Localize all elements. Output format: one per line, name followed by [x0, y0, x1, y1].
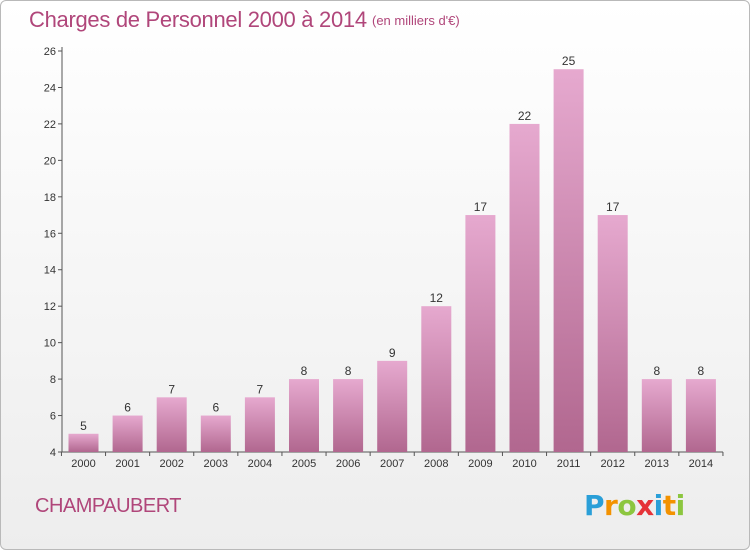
x-tick-label: 2003	[204, 458, 228, 470]
x-tick-label: 2006	[336, 458, 360, 470]
data-label: 6	[124, 401, 131, 415]
bar-series: 5 6 7 6 7 8 8 9 12 17 22 25 17 8 8	[68, 54, 716, 453]
bar	[244, 397, 275, 452]
x-tick-label: 2001	[115, 458, 139, 470]
logo-letter: x	[636, 489, 654, 522]
data-label: 9	[389, 346, 396, 360]
logo-letter: o	[617, 489, 637, 522]
x-tick-label: 2002	[159, 458, 183, 470]
bar	[597, 215, 628, 452]
x-tick-label: 2009	[468, 458, 492, 470]
data-label: 17	[474, 200, 488, 214]
data-label: 8	[653, 364, 660, 378]
y-tick-label: 16	[44, 228, 56, 240]
bar	[200, 415, 231, 452]
data-label: 8	[301, 364, 308, 378]
x-tick-label: 2011	[557, 458, 581, 470]
x-tick-label: 2010	[512, 458, 536, 470]
x-tick-label: 2004	[248, 458, 272, 470]
logo-letter: i	[653, 489, 664, 522]
bar	[68, 433, 99, 452]
x-tick-label: 2013	[645, 458, 669, 470]
y-tick-label: 24	[44, 82, 56, 94]
y-tick-label: 20	[44, 155, 56, 167]
data-label: 7	[168, 382, 175, 396]
data-label: 8	[345, 364, 352, 378]
data-label: 6	[212, 401, 219, 415]
y-tick-label: 10	[44, 338, 56, 350]
y-tick-label: 8	[50, 374, 56, 386]
bar	[112, 415, 143, 452]
logo-letter: t	[662, 489, 676, 522]
bar	[553, 69, 584, 453]
proxiti-logo[interactable]: Proxiti	[584, 489, 685, 522]
data-label: 12	[430, 291, 444, 305]
x-tick-label: 2005	[292, 458, 316, 470]
y-tick-label: 22	[44, 119, 56, 131]
y-tick-label: 18	[44, 192, 56, 204]
data-label: 8	[698, 364, 705, 378]
data-label: 22	[518, 109, 532, 123]
bar	[509, 123, 540, 452]
commune-name: CHAMPAUBERT	[35, 495, 182, 517]
x-tick-label: 2012	[600, 458, 624, 470]
data-label: 7	[257, 382, 264, 396]
bar	[156, 397, 187, 452]
logo-letter: P	[584, 489, 605, 522]
chart-subtitle: (en milliers d'€)	[372, 13, 460, 28]
bar	[641, 379, 672, 452]
chart-title: Charges de Personnel 2000 à 2014	[29, 7, 367, 32]
bar	[685, 379, 716, 452]
bar	[421, 306, 452, 452]
bar	[289, 379, 319, 452]
y-tick-label: 26	[44, 46, 56, 58]
y-tick-label: 4	[50, 447, 56, 459]
x-tick-label: 2008	[424, 458, 448, 470]
data-label: 5	[80, 419, 87, 433]
x-tick-label: 2014	[689, 458, 713, 470]
x-tick-label: 2007	[380, 458, 404, 470]
chart-axes: 4 6 8 10 12 14 16 18 20 22 24 26 2000 2001 2002 2003 200…	[44, 46, 724, 470]
bar	[465, 215, 496, 452]
bar	[333, 379, 364, 452]
bar	[377, 360, 408, 452]
data-label: 25	[562, 54, 576, 68]
logo-letter: r	[604, 489, 618, 522]
y-tick-label: 14	[44, 265, 56, 277]
data-label: 17	[606, 200, 620, 214]
y-tick-label: 6	[50, 411, 56, 423]
logo-letter: i	[675, 489, 686, 522]
x-tick-label: 2000	[71, 458, 95, 470]
y-tick-label: 12	[44, 301, 56, 313]
